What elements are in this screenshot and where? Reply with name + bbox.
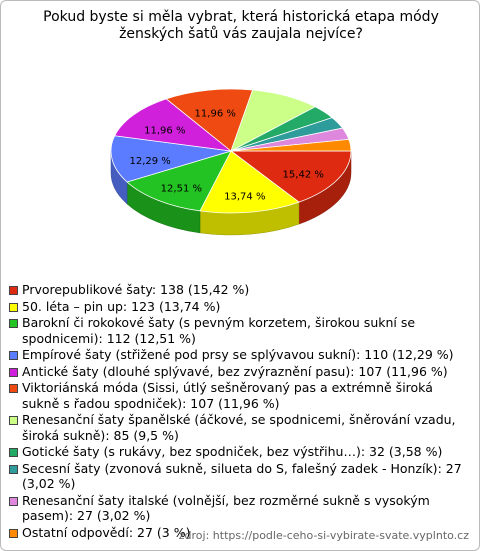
legend-swatch xyxy=(9,464,18,474)
legend-item: Prvorepublikové šaty: 138 (15,42 %) xyxy=(9,282,471,298)
pie-chart: 15,42 % 13,74 % 12,51 % 12,29 % 11,96 % 11,96… xyxy=(110,88,352,236)
legend-label: Empírové šaty (střižené pod prsy se splý… xyxy=(22,347,454,362)
slice xyxy=(126,150,232,212)
slice-label: 12,51 % xyxy=(161,183,202,194)
legend-label: Viktoriánská móda (Sissi, útlý sešněrova… xyxy=(22,380,433,411)
legend-swatch xyxy=(9,367,18,377)
legend-label: 50. léta – pin up: 123 (13,74 %) xyxy=(22,298,221,314)
legend: Prvorepublikové šaty: 138 (15,42 %) 50. l… xyxy=(9,282,471,541)
legend-label: Antické šaty (dlouhé splývavé, bez zvýra… xyxy=(22,363,448,379)
legend-swatch xyxy=(9,302,18,312)
slice-label: 15,42 % xyxy=(283,170,324,181)
slice xyxy=(165,88,254,152)
legend-swatch xyxy=(9,496,18,506)
slice xyxy=(230,138,352,152)
slice xyxy=(199,150,300,214)
legend-swatch xyxy=(9,319,18,328)
legend-swatch xyxy=(9,416,18,425)
slice xyxy=(114,98,233,152)
slice-label: 11,96 % xyxy=(144,125,185,136)
legend-item: Secesní šaty (zvonová sukně, silueta do … xyxy=(9,461,471,492)
legend-item: Viktoriánská móda (Sissi, útlý sešněrova… xyxy=(9,380,471,411)
slice-label: 13,74 % xyxy=(224,192,265,203)
chart-title: Pokud byste si měla vybrat, která histor… xyxy=(43,9,439,42)
legend-item: Renesanční šaty španělské (áčkové, se sp… xyxy=(9,412,471,443)
legend-swatch xyxy=(9,528,18,538)
legend-swatch xyxy=(9,384,18,393)
legend-label: Secesní šaty (zvonová sukně, silueta do … xyxy=(22,460,462,492)
source: zdroj: https://podle-ceho-si-vybirate-sv… xyxy=(178,529,469,542)
slice xyxy=(229,150,352,203)
slice-label: 12,29 % xyxy=(130,156,171,167)
legend-swatch xyxy=(9,286,18,295)
legend-swatch xyxy=(9,351,18,360)
legend-swatch xyxy=(9,448,18,457)
legend-item: 50. léta – pin up: 123 (13,74 %) xyxy=(9,299,471,315)
legend-label: Gotické šaty (s rukávy, bez spodniček, b… xyxy=(22,444,443,459)
legend-label: Renesanční šaty italské (volnější, bez r… xyxy=(22,492,430,524)
legend-item: Ostatní odpovědí: 27 (3 %) xyxy=(9,525,471,541)
legend-item: Barokní či rokokové šaty (s pevným korze… xyxy=(9,315,471,346)
legend-item: Renesanční šaty italské (volnější, bez r… xyxy=(9,493,471,524)
legend-label: Prvorepublikové šaty: 138 (15,42 %) xyxy=(22,282,250,297)
legend-item: Gotické šaty (s rukávy, bez spodniček, b… xyxy=(9,444,471,460)
legend-label: Ostatní odpovědí: 27 (3 %) xyxy=(22,524,191,540)
legend-label: Renesanční šaty španělské (áčkové, se sp… xyxy=(22,412,456,443)
legend-label: Barokní či rokokové šaty (s pevným korze… xyxy=(22,315,416,346)
legend-item: Antické šaty (dlouhé splývavé, bez zvýra… xyxy=(9,364,471,380)
legend-item: Empírové šaty (střižené pod prsy se splý… xyxy=(9,347,471,363)
slice-label: 11,96 % xyxy=(195,109,236,120)
